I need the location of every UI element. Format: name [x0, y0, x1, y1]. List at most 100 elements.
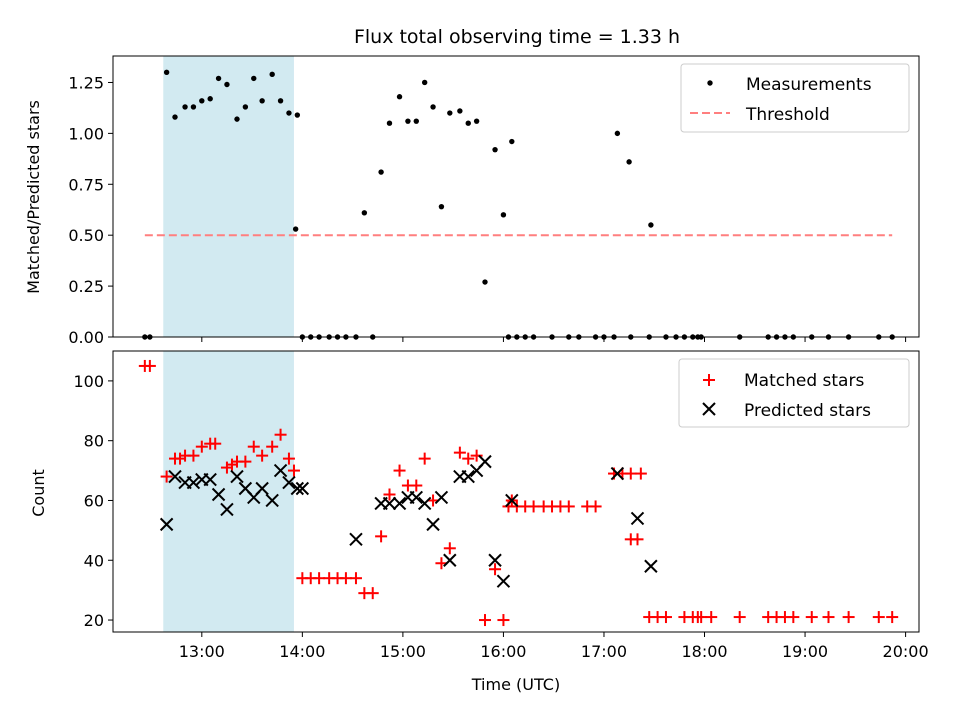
bottom-axes-frame: [112, 350, 920, 633]
matched-star-point: [489, 563, 502, 576]
top-legend-box: [680, 63, 910, 133]
top-y-axis-label: Matched/Predicted stars: [24, 100, 43, 294]
x-tick-label: 13:00: [179, 642, 225, 661]
matched-star-point: [562, 500, 575, 513]
bottom-legend: Matched stars Predicted stars: [678, 358, 910, 428]
x-tick-label: 20:00: [883, 642, 929, 661]
matched-star-point: [187, 449, 200, 462]
measurement-point: [259, 98, 265, 104]
matched-star-point: [287, 464, 300, 477]
measurement-point: [482, 279, 488, 285]
measurement-point: [492, 146, 498, 153]
predicted-star-point: [382, 496, 397, 511]
predicted-star-point: [434, 490, 449, 505]
predicted-star-point: [505, 493, 519, 508]
bottom-legend-box: [678, 358, 910, 428]
x-tick-label: 18:00: [681, 642, 727, 661]
measurement-point: [224, 81, 230, 88]
x-tick-label: 16:00: [480, 642, 526, 661]
measurement-point: [277, 98, 284, 104]
top-legend: Measurements Threshold: [680, 63, 910, 133]
predicted-star-point: [295, 481, 310, 496]
matched-star-point: [733, 611, 746, 624]
measurement-point: [172, 114, 178, 120]
measurement-point: [163, 69, 170, 75]
predicted-star-point: [230, 469, 244, 484]
matched-star-point: [209, 437, 222, 450]
measurement-point: [215, 75, 222, 82]
measurement-point: [430, 104, 436, 110]
measurement-point: [269, 71, 275, 78]
matched-star-point: [479, 614, 491, 627]
legend-predicted-marker: [702, 402, 716, 416]
predicted-star-point: [644, 559, 658, 573]
measurement-point: [405, 118, 411, 124]
predicted-star-point: [461, 469, 475, 484]
measurement-point: [413, 118, 419, 124]
predicted-star-point: [159, 517, 174, 532]
measurement-point: [473, 118, 480, 124]
bottom-y-tick-label: 80: [84, 432, 104, 451]
matched-star-point: [410, 479, 423, 492]
predicted-star-point: [255, 481, 269, 496]
measurement-point: [648, 222, 654, 228]
matched-star-point: [418, 452, 431, 465]
matched-star-point: [313, 572, 326, 585]
measurement-point: [614, 130, 621, 137]
predicted-star-point: [186, 475, 201, 490]
measurement-point: [292, 226, 299, 232]
matched-star-point: [886, 611, 899, 624]
measurement-point: [190, 104, 197, 110]
matched-star-point: [143, 359, 156, 372]
predicted-star-point: [610, 466, 625, 481]
matched-star-point: [339, 572, 352, 585]
matched-star-point: [634, 467, 647, 480]
measurement-point: [286, 110, 292, 116]
matched-star-point: [225, 458, 238, 471]
measurement-point: [207, 96, 213, 102]
top-y-tick-label: 0.25: [68, 277, 104, 296]
measurement-point: [242, 104, 249, 110]
predicted-star-point: [349, 532, 363, 547]
predicted-star-point: [273, 463, 288, 478]
matched-star-point: [872, 611, 885, 624]
matched-star-point: [453, 446, 466, 459]
measurement-point: [457, 108, 463, 114]
matched-star-point: [366, 587, 379, 600]
top-y-tick-label: 1.25: [68, 73, 104, 92]
measurement-point: [465, 120, 471, 126]
x-tick-label: 17:00: [581, 642, 627, 661]
matched-star-point: [527, 500, 540, 513]
measurement-point: [182, 104, 188, 110]
measurement-point: [447, 110, 453, 116]
bottom-y-tick-label: 100: [73, 372, 104, 391]
measurement-point: [386, 120, 393, 126]
legend-threshold-label: Threshold: [745, 105, 830, 125]
matched-star-point: [842, 611, 855, 624]
measurement-point: [509, 138, 515, 145]
legend-matched-marker: [703, 374, 715, 386]
matched-star-point: [274, 428, 287, 441]
top-y-tick-label: 1.00: [68, 124, 104, 143]
matched-star-point: [282, 452, 295, 465]
bottom-y-tick-label: 40: [84, 551, 104, 570]
predicted-star-point: [488, 553, 502, 567]
matched-star-point: [443, 542, 456, 555]
matched-star-point: [239, 455, 252, 468]
bottom-panel: 20 40 60 80 100 13:00 14:00 15:00 16:00 17:00 18:0…: [29, 350, 929, 694]
measurement-point: [626, 159, 632, 165]
matched-star-point: [822, 611, 835, 624]
top-y-tick-label: 0.75: [68, 175, 104, 194]
predicted-star-point: [409, 490, 424, 505]
predicted-star-point: [220, 502, 234, 517]
measurement-point: [199, 98, 205, 104]
predicted-star-point: [417, 496, 432, 511]
measurement-point: [294, 112, 301, 118]
matched-star-point: [195, 440, 208, 453]
legend-matched-label: Matched stars: [744, 371, 864, 391]
measurement-point: [421, 79, 428, 86]
predicted-star-point: [478, 454, 492, 469]
matched-star-point: [220, 461, 233, 474]
x-axis-label: Time (UTC): [471, 675, 560, 694]
measurement-point: [234, 116, 240, 122]
